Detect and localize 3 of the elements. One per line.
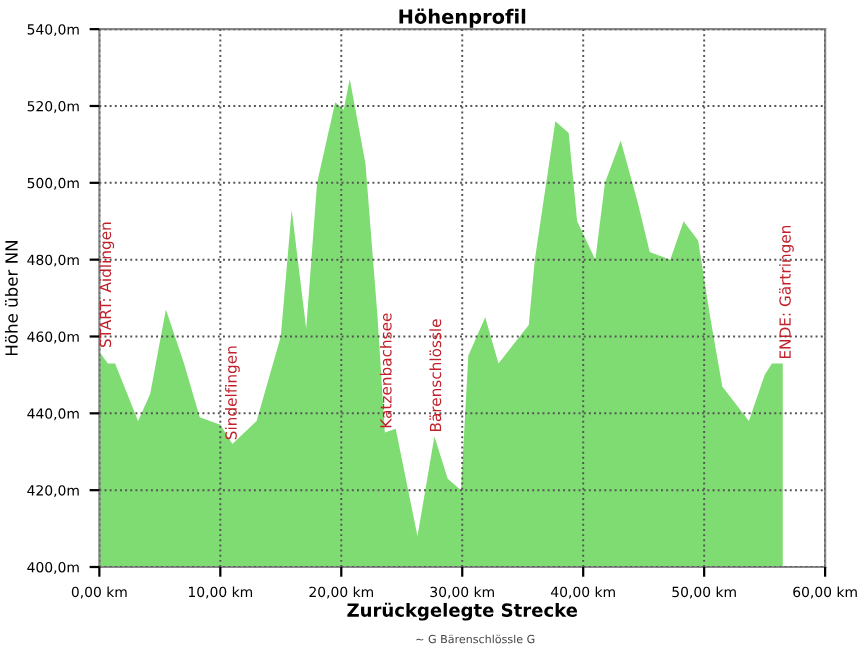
chart-title: Höhenprofil [399,8,526,28]
x-axis-title: Zurückgelegte Strecke [347,602,578,621]
y-axis-title: Höhe über NN [4,241,18,356]
